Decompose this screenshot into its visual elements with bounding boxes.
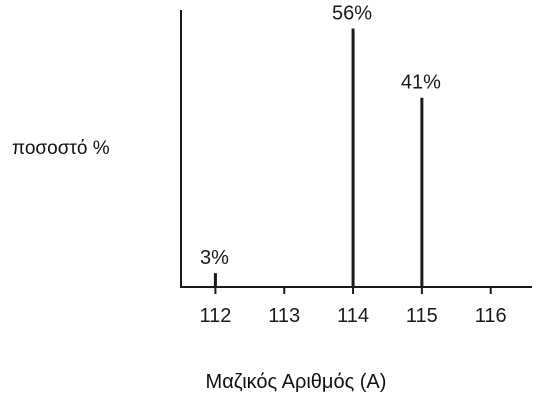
x-tick-label: 112 [199,305,231,327]
y-axis-label: ποσοστό % [12,138,110,159]
x-tick-label: 114 [337,305,369,327]
bars [213,28,424,287]
x-tick-label: 115 [406,305,438,327]
x-tick-label: 113 [268,305,300,327]
x-tick-label: 116 [475,305,507,327]
data-label-115: 41% [401,72,441,94]
data-labels: 3% 56% 41% [200,2,441,269]
data-label-114: 56% [332,2,372,24]
x-axis-label: Μαζικός Αριθμός (A) [205,371,387,393]
data-label-112: 3% [200,247,229,269]
axes [180,10,532,288]
x-ticks: 112 113 114 115 116 [199,287,507,327]
